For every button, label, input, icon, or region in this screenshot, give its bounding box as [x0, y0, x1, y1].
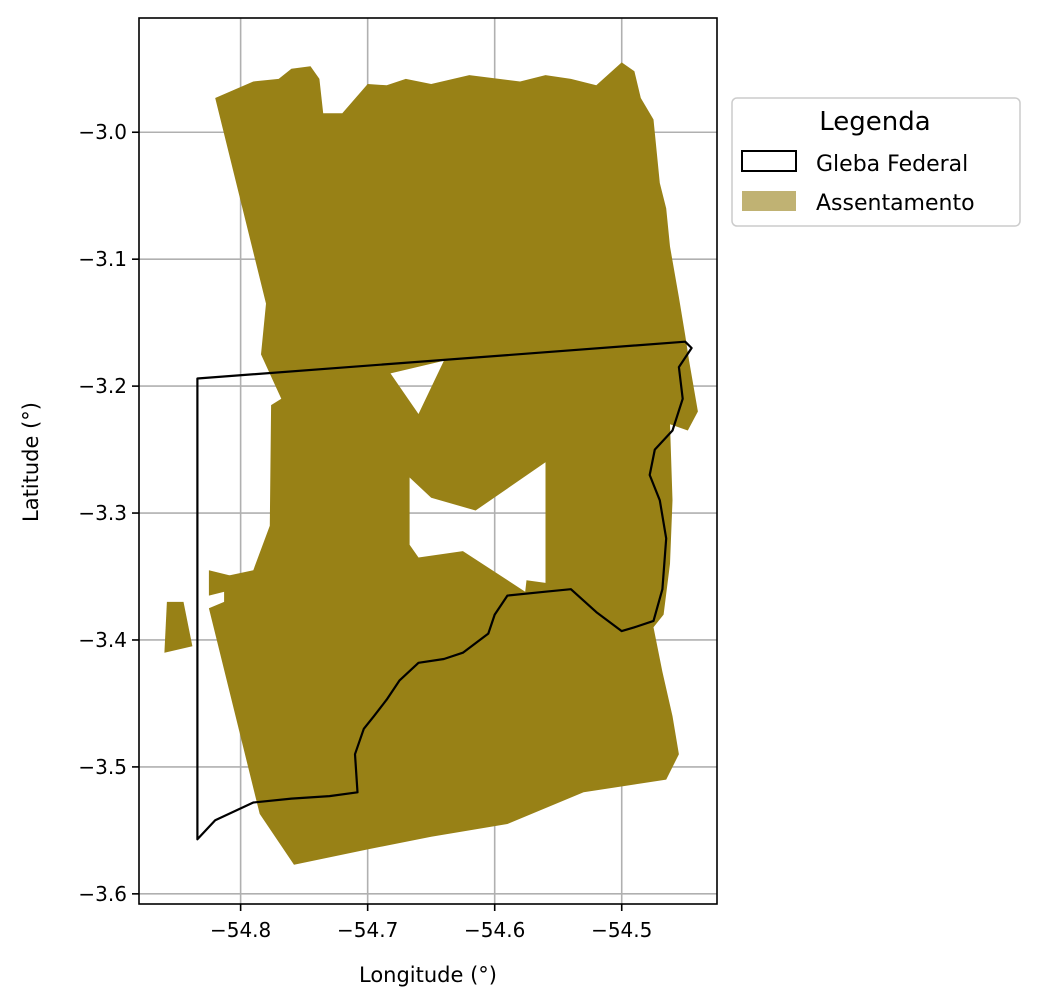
assentamento-part-0 [164, 601, 193, 653]
legend-swatch-assentamento [742, 191, 796, 211]
axes: −54.8 −54.7 −54.6 −54.5 −3.0 −3.1 −3.2 −3.3 −3.4… [78, 17, 718, 942]
legend-title: Legenda [819, 107, 930, 137]
y-tick-label-0: −3.0 [78, 120, 127, 144]
plot-frame [138, 17, 718, 905]
map-layers [164, 62, 698, 865]
legend-swatch-gleba-federal [741, 150, 797, 172]
x-tick-label-0: −54.8 [210, 918, 271, 942]
x-axis-label: Longitude (°) [359, 963, 497, 987]
legend-label-assentamento: Assentamento [816, 191, 975, 216]
y-tick-label-4: −3.4 [78, 628, 127, 652]
y-tick-label-3: −3.3 [78, 501, 127, 525]
legend-box [731, 97, 1021, 227]
legend-label-gleba-federal: Gleba Federal [816, 152, 968, 177]
assentamento-polygon [208, 62, 698, 865]
x-tick-label-1: −54.7 [337, 918, 398, 942]
legend: Legenda Gleba Federal Assentamento [731, 97, 1021, 227]
gleba-federal-outline [196, 340, 693, 841]
y-tick-label-5: −3.5 [78, 755, 127, 779]
x-tick-label-3: −54.5 [591, 918, 652, 942]
y-tick-label-2: −3.2 [78, 374, 127, 398]
y-tick-label-6: −3.6 [78, 882, 127, 906]
y-tick-label-1: −3.1 [78, 247, 127, 271]
y-axis-label: Latitude (°) [19, 402, 43, 522]
x-tick-label-2: −54.6 [464, 918, 525, 942]
assentamento-part-1 [208, 570, 235, 596]
